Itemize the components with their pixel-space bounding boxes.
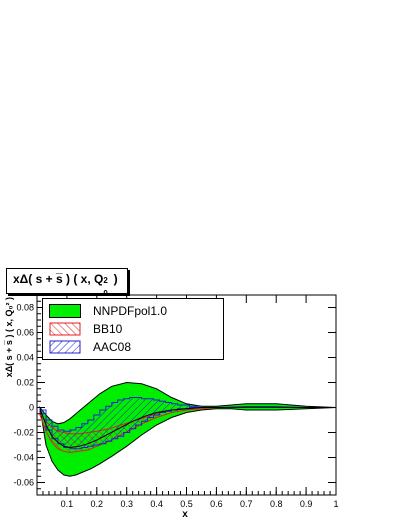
chart-title-sub: 0 xyxy=(103,289,108,298)
y-tick-label: 0.02 xyxy=(16,378,34,388)
x-tick-label: 1 xyxy=(333,499,338,509)
x-tick-label: 0.5 xyxy=(180,499,193,509)
chart-title-main: xΔ( s + s̅ ) ( x, Q xyxy=(13,272,104,286)
legend-entry-nnpdf: NNPDFpol1.0 xyxy=(49,303,167,319)
legend-swatch-aac08 xyxy=(49,340,81,354)
x-axis-label: x xyxy=(182,509,188,520)
x-tick-label: 0.3 xyxy=(120,499,133,509)
x-tick-label: 0.6 xyxy=(210,499,223,509)
x-tick-label: 0.9 xyxy=(300,499,313,509)
legend-swatch-bb10 xyxy=(49,322,81,336)
x-tick-label: 0.7 xyxy=(240,499,253,509)
legend-label-bb10: BB10 xyxy=(93,322,123,336)
legend-entry-bb10: BB10 xyxy=(49,321,122,337)
chart-title-sup: 2 xyxy=(103,276,108,285)
legend-label-aac08: AAC08 xyxy=(93,340,132,354)
x-tick-label: 0.8 xyxy=(270,499,283,509)
chart-title-tail: ) xyxy=(110,272,118,286)
legend: NNPDFpol1.0 BB10 AAC08 xyxy=(42,298,224,360)
y-tick-label: 0 xyxy=(29,403,34,413)
x-tick-label: 0.4 xyxy=(150,499,163,509)
y-tick-label: 0.04 xyxy=(16,353,34,363)
x-tick-label: 0.2 xyxy=(91,499,104,509)
legend-swatch-nnpdf xyxy=(49,304,81,318)
y-tick-label: -0.06 xyxy=(13,478,34,488)
central-curve-0 xyxy=(39,406,336,449)
y-tick-label: -0.04 xyxy=(13,453,34,463)
legend-entry-aac08: AAC08 xyxy=(49,339,131,355)
x-tick-label: 0.1 xyxy=(61,499,74,509)
y-tick-label: 0.06 xyxy=(16,328,34,338)
y-axis-label: xΔ( s + s̅ ) ( x, Q₀² ) xyxy=(4,297,14,377)
y-tick-label: -0.02 xyxy=(13,428,34,438)
y-tick-label: 0.08 xyxy=(16,303,34,313)
legend-label-nnpdf: NNPDFpol1.0 xyxy=(93,304,168,318)
